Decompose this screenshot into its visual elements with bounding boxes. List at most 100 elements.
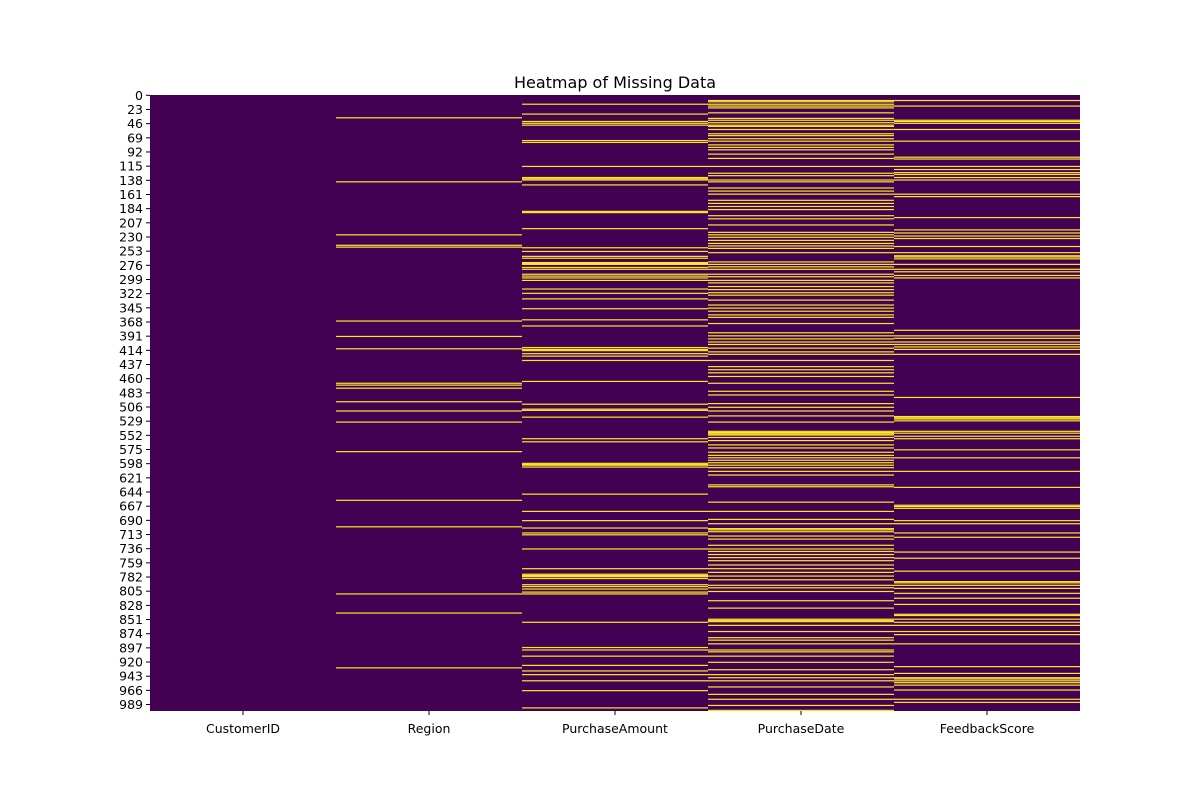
y-tick-label: 46: [127, 116, 143, 131]
missing-cell: [708, 619, 894, 622]
missing-cell: [708, 535, 894, 537]
missing-cell: [708, 252, 894, 254]
missing-cell: [336, 382, 522, 384]
missing-cell: [708, 236, 894, 238]
missing-cell: [708, 307, 894, 309]
missing-cell: [708, 607, 894, 609]
missing-cell: [894, 258, 1080, 260]
missing-cell: [708, 390, 894, 392]
missing-cell: [708, 138, 894, 140]
missing-cell: [522, 257, 708, 259]
missing-cell: [708, 366, 894, 368]
missing-cell: [708, 618, 894, 620]
x-tick-label: Region: [408, 721, 451, 736]
missing-cell: [894, 232, 1080, 234]
missing-cell: [522, 655, 708, 657]
missing-cell: [708, 179, 894, 181]
missing-cell: [894, 584, 1080, 586]
missing-cell: [708, 101, 894, 103]
y-tick-label: 161: [119, 187, 143, 202]
missing-cell: [708, 709, 894, 711]
missing-cell: [708, 372, 894, 374]
x-tick-label: PurchaseAmount: [562, 721, 668, 736]
missing-cell: [708, 359, 894, 362]
missing-cell: [708, 553, 894, 556]
missing-cell: [894, 128, 1080, 131]
missing-cell: [894, 457, 1080, 459]
missing-cell: [894, 120, 1080, 123]
y-tick-label: 368: [119, 314, 143, 329]
missing-cell: [708, 99, 894, 102]
missing-cell: [522, 527, 708, 529]
missing-cell: [894, 140, 1080, 142]
missing-cell: [708, 193, 894, 195]
missing-cell: [708, 245, 894, 247]
missing-cell: [894, 582, 1080, 584]
y-tick-label: 276: [119, 258, 143, 273]
missing-cell: [894, 176, 1080, 179]
y-tick-label: 552: [119, 428, 143, 443]
x-axis: CustomerID Region PurchaseAmount PurchaseDa…: [206, 711, 1035, 736]
missing-cell: [522, 493, 708, 495]
missing-cell: [894, 630, 1080, 633]
missing-cell: [708, 531, 894, 533]
missing-cell: [522, 380, 708, 383]
y-tick-label: 0: [135, 88, 143, 103]
missing-cell: [522, 588, 708, 590]
missing-cell: [894, 396, 1080, 399]
y-axis: 0234669921151381611842072302532762993223…: [119, 88, 150, 712]
missing-cell: [522, 255, 708, 257]
missing-cell: [894, 271, 1080, 273]
missing-cell: [708, 338, 894, 340]
missing-cell: [708, 335, 894, 337]
missing-cell: [708, 157, 894, 160]
missing-cell: [894, 235, 1080, 237]
missing-cell: [708, 239, 894, 241]
missing-cell: [708, 431, 894, 434]
missing-cell: [708, 128, 894, 131]
missing-cell: [708, 276, 894, 278]
heatmap-column-Region: [336, 95, 522, 711]
missing-cell: [708, 107, 894, 109]
x-tick-label: CustomerID: [206, 721, 280, 736]
missing-cell: [894, 618, 1080, 620]
missing-cell: [708, 105, 894, 107]
missing-cell: [522, 466, 708, 468]
x-tick-label: PurchaseDate: [758, 721, 845, 736]
y-tick-label: 529: [119, 414, 143, 429]
missing-cell: [522, 649, 708, 651]
missing-cell: [522, 664, 708, 666]
y-tick-label: 230: [119, 229, 143, 244]
y-tick-label: 736: [119, 541, 143, 556]
missing-cell: [894, 603, 1080, 606]
missing-cell: [708, 304, 894, 306]
missing-cell: [708, 444, 894, 446]
missing-cell: [708, 661, 894, 663]
missing-cell: [708, 190, 894, 192]
y-tick-label: 782: [119, 570, 143, 585]
missing-cell: [522, 103, 708, 105]
missing-cell: [522, 350, 708, 352]
missing-cell: [708, 584, 894, 586]
missing-cell: [708, 202, 894, 204]
y-tick-label: 253: [119, 244, 143, 259]
missing-cell: [708, 351, 894, 353]
missing-cell: [708, 544, 894, 546]
missing-cell: [708, 436, 894, 439]
missing-cell: [708, 474, 894, 476]
missing-cell: [522, 268, 708, 270]
missing-cell: [894, 672, 1080, 675]
missing-cell: [522, 122, 708, 124]
missing-cell: [708, 187, 894, 189]
missing-cell: [522, 573, 708, 575]
missing-cell: [708, 704, 894, 707]
chart-title: Heatmap of Missing Data: [514, 73, 716, 92]
missing-cell: [894, 256, 1080, 258]
missing-cell: [894, 263, 1080, 265]
missing-cell: [894, 666, 1080, 668]
y-tick-label: 414: [119, 343, 143, 358]
missing-cell: [708, 199, 894, 201]
missing-cell: [708, 655, 894, 657]
missing-cell: [894, 680, 1080, 682]
missing-cell: [894, 677, 1080, 679]
